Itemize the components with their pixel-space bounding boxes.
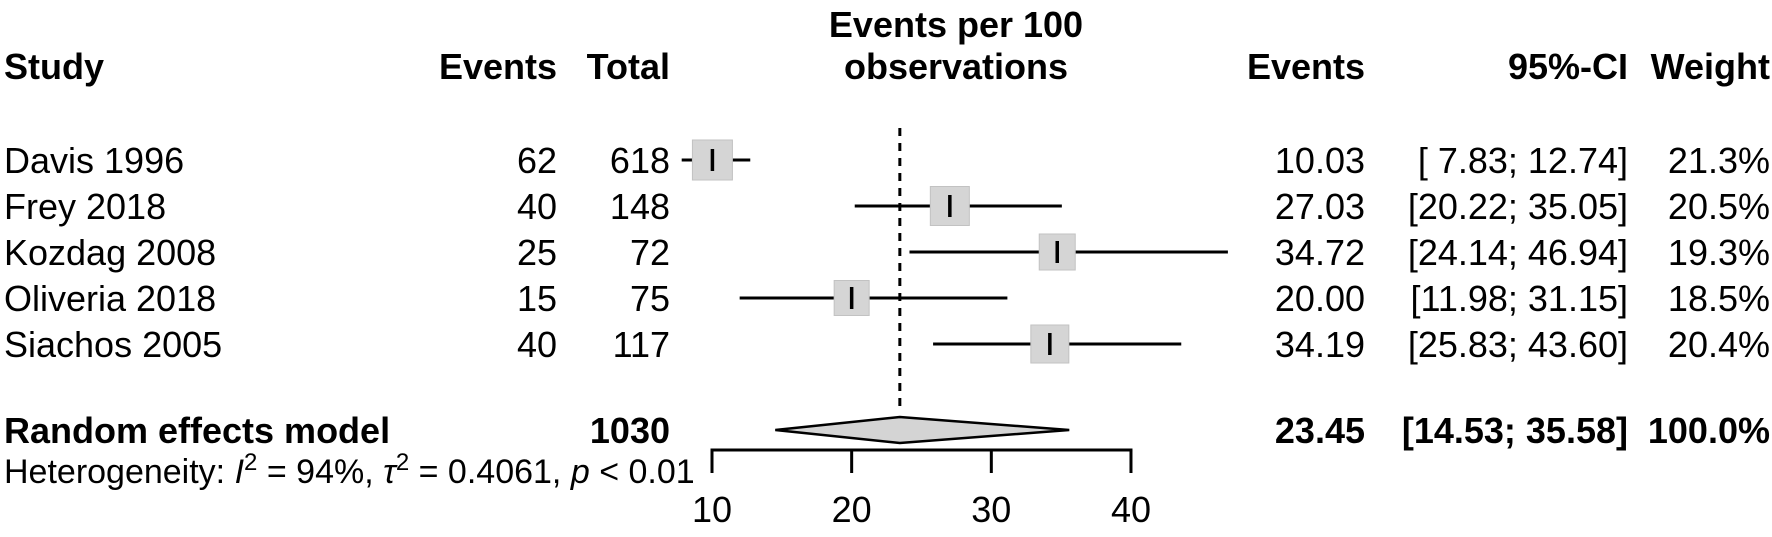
pooled-rate: 23.45	[1274, 410, 1365, 451]
study-rate: 34.19	[1274, 324, 1365, 365]
study-events: 25	[516, 232, 557, 273]
pooled-weight: 100.0%	[1647, 410, 1770, 451]
tau-squared-value: = 0.4061,	[409, 453, 571, 491]
p-value: < 0.01	[589, 453, 695, 491]
study-ci: [ 7.83; 12.74]	[1417, 140, 1628, 181]
study-name: Davis 1996	[4, 140, 185, 181]
i-squared-exponent: 2	[244, 449, 258, 476]
column-header-weight: Weight	[1650, 46, 1770, 87]
study-rate: 20.00	[1274, 278, 1365, 319]
heterogeneity-prefix: Heterogeneity:	[4, 453, 235, 491]
study-weight: 19.3%	[1667, 232, 1770, 273]
study-rate: 34.72	[1274, 232, 1365, 273]
study-events: 40	[516, 324, 557, 365]
study-events: 15	[516, 278, 557, 319]
i-squared-value: = 94%,	[257, 453, 384, 491]
x-axis-tick-label: 10	[692, 489, 732, 530]
study-weight: 18.5%	[1667, 278, 1770, 319]
column-header-ci: 95%-CI	[1507, 46, 1628, 87]
weight-square	[833, 280, 870, 316]
column-header-study: Study	[4, 46, 105, 87]
pooled-total: 1030	[589, 410, 670, 451]
study-weight: 20.4%	[1667, 324, 1770, 365]
p-symbol: p	[570, 453, 590, 491]
study-ci: [11.98; 31.15]	[1410, 278, 1628, 319]
tau-squared-symbol: τ	[383, 453, 396, 491]
i-squared-symbol: I	[234, 453, 245, 491]
x-axis-tick-label: 30	[971, 489, 1011, 530]
plot-title-line2: observations	[843, 46, 1069, 87]
x-axis-tick-label: 20	[832, 489, 872, 530]
study-rate: 10.03	[1274, 140, 1365, 181]
study-name: Oliveria 2018	[4, 278, 217, 319]
column-header-events: Events	[438, 46, 557, 87]
tau-squared-exponent: 2	[395, 449, 410, 476]
study-weight: 21.3%	[1667, 140, 1770, 181]
column-header-events-rate: Events	[1246, 46, 1365, 87]
study-name: Frey 2018	[4, 186, 167, 227]
study-ci: [25.83; 43.60]	[1407, 324, 1628, 365]
study-total: 117	[612, 324, 670, 365]
study-events: 62	[516, 140, 557, 181]
study-total: 148	[609, 186, 670, 227]
pooled-diamond	[775, 415, 1070, 445]
pooled-ci: [14.53; 35.58]	[1401, 410, 1628, 451]
study-ci: [20.22; 35.05]	[1407, 186, 1628, 227]
study-weight: 20.5%	[1667, 186, 1770, 227]
heterogeneity-note: Heterogeneity: I2 = 94%, τ2 = 0.4061, p …	[4, 449, 695, 495]
study-total: 75	[629, 278, 670, 319]
study-name: Siachos 2005	[4, 324, 223, 365]
plot-title-line1: Events per 100	[828, 4, 1084, 45]
study-events: 40	[516, 186, 557, 227]
pooled-row-label: Random effects model	[4, 410, 391, 451]
study-rate: 27.03	[1274, 186, 1365, 227]
x-axis-tick-label: 40	[1111, 489, 1151, 530]
study-total: 72	[629, 232, 670, 273]
study-name: Kozdag 2008	[4, 232, 217, 273]
column-header-total: Total	[586, 46, 670, 87]
study-total: 618	[609, 140, 670, 181]
study-ci: [24.14; 46.94]	[1407, 232, 1628, 273]
